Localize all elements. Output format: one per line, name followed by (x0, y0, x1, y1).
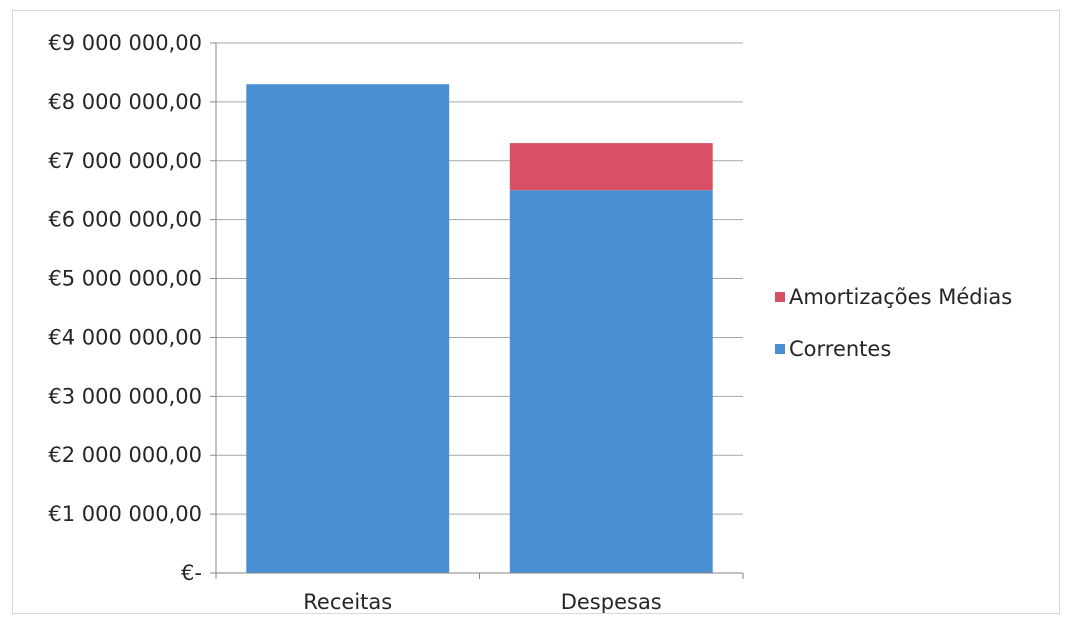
bars (246, 84, 713, 573)
y-tick-label: €2 000 000,00 (48, 443, 202, 467)
legend-swatch (775, 344, 785, 354)
category-labels: Receitas Despesas (303, 590, 661, 613)
bar-segment (509, 190, 713, 573)
legend-swatch (775, 292, 785, 302)
y-tick-labels: €- €1 000 000,00 €2 000 000,00 €3 000 000,0… (48, 31, 202, 585)
y-tick-label: €8 000 000,00 (48, 90, 202, 114)
chart-frame: €- €1 000 000,00 €2 000 000,00 €3 000 000,0… (12, 10, 1060, 614)
y-tick-label: €7 000 000,00 (48, 149, 202, 173)
y-tick-label: €4 000 000,00 (48, 325, 202, 349)
legend-label: Amortizações Médias (789, 285, 1012, 309)
y-tick-label: €6 000 000,00 (48, 208, 202, 232)
axes (210, 42, 744, 579)
y-tick-label: €9 000 000,00 (48, 31, 202, 55)
bar-segment (246, 84, 450, 573)
legend-label: Correntes (789, 337, 891, 361)
y-tick-label: €- (181, 561, 202, 585)
category-label: Despesas (561, 590, 662, 613)
y-tick-label: €5 000 000,00 (48, 267, 202, 291)
y-tick-label: €3 000 000,00 (48, 384, 202, 408)
category-label: Receitas (303, 590, 392, 613)
stacked-bar-chart: €- €1 000 000,00 €2 000 000,00 €3 000 000,0… (48, 31, 1012, 613)
legend: Amortizações Médias Correntes (775, 285, 1012, 361)
y-tick-label: €1 000 000,00 (48, 502, 202, 526)
bar-segment (509, 143, 713, 191)
